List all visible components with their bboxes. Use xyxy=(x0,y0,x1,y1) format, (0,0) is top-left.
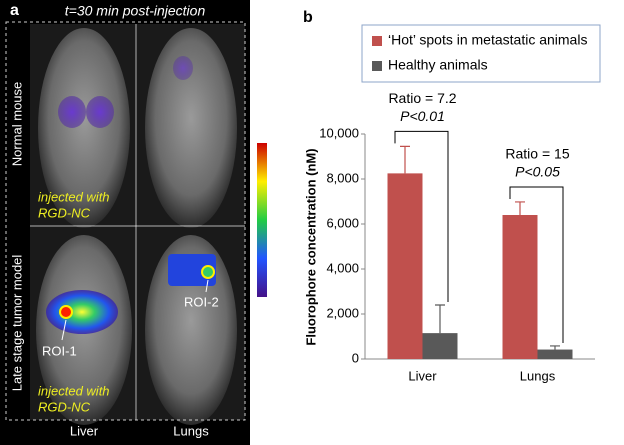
y-tick-label: 2,000 xyxy=(326,305,359,320)
legend-swatch xyxy=(372,36,382,46)
annotation: Ratio = 15 xyxy=(505,146,569,162)
signal-heatmap xyxy=(168,254,216,286)
column-label: Liver xyxy=(70,423,99,438)
x-tick-label: Liver xyxy=(408,368,437,383)
y-axis-title: Fluorophore concentration (nM) xyxy=(303,148,318,345)
note: injected with xyxy=(38,383,110,398)
legend-label: Healthy animals xyxy=(388,57,488,73)
hot-spot xyxy=(201,265,215,279)
error-bar xyxy=(550,345,560,350)
panel-label: a xyxy=(10,2,19,19)
mouse-image xyxy=(145,28,237,228)
y-tick-label: 0 xyxy=(352,350,359,365)
signal-spot xyxy=(58,96,86,128)
roi-label: ROI-1 xyxy=(42,343,77,358)
bar xyxy=(537,349,573,359)
y-tick-label: 6,000 xyxy=(326,215,359,230)
legend-label: ‘Hot’ spots in metastatic animals xyxy=(388,32,587,48)
arrow xyxy=(61,319,67,341)
error-bar xyxy=(435,304,445,334)
x-tick-label: Lungs xyxy=(520,368,556,383)
panel-border xyxy=(5,21,246,421)
bracket xyxy=(394,130,449,302)
annotation: Ratio = 7.2 xyxy=(388,90,456,106)
roi-label: ROI-2 xyxy=(184,294,219,309)
bar xyxy=(502,215,538,359)
column-label: Lungs xyxy=(173,423,209,438)
bar xyxy=(422,333,458,359)
mouse-image xyxy=(38,28,130,228)
signal-heatmap xyxy=(46,290,118,334)
bracket xyxy=(509,186,564,343)
note: RGD-NC xyxy=(38,399,91,414)
y-tick-label: 8,000 xyxy=(326,170,359,185)
row-label: Normal mouse xyxy=(9,82,24,167)
note: RGD-NC xyxy=(38,205,91,220)
annotation: P<0.05 xyxy=(515,164,560,180)
legend-box xyxy=(361,24,601,83)
legend-swatch xyxy=(372,61,382,71)
y-tick-label: 10,000 xyxy=(319,125,359,140)
colorbar xyxy=(257,143,267,297)
annotation: P<0.01 xyxy=(400,108,445,124)
panel-title: t=30 min post-injection xyxy=(65,3,206,19)
y-tick-label: 4,000 xyxy=(326,260,359,275)
error-bar xyxy=(400,145,410,174)
arrow xyxy=(205,279,209,293)
panel-label: b xyxy=(303,9,313,26)
signal-spot xyxy=(86,96,114,128)
note: injected with xyxy=(38,189,110,204)
error-bar xyxy=(515,201,525,215)
bar xyxy=(387,173,423,359)
hot-spot xyxy=(59,305,73,319)
signal-spot xyxy=(173,56,193,80)
row-label: Late stage tumor model xyxy=(9,255,24,392)
